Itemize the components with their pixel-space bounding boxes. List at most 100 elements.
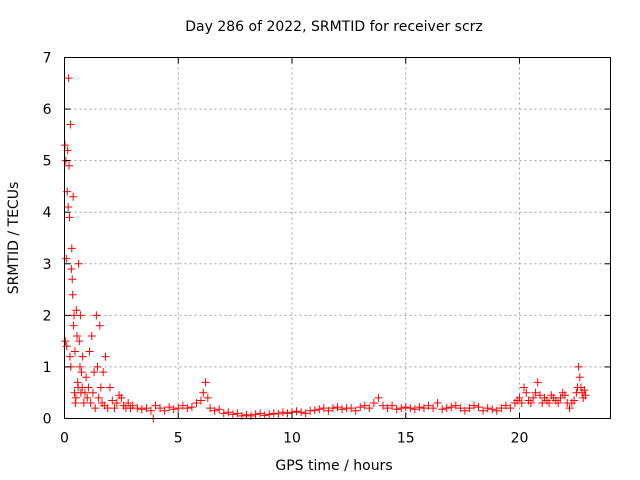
- x-tick-label: 5: [174, 431, 183, 447]
- data-point: [324, 406, 333, 415]
- y-tick-label: 4: [43, 205, 52, 221]
- data-point: [242, 410, 251, 419]
- data-point: [470, 401, 478, 410]
- data-point: [151, 401, 160, 410]
- data-point: [438, 405, 447, 414]
- data-point: [483, 404, 492, 413]
- grid: [64, 57, 611, 419]
- data-point: [110, 404, 119, 413]
- data-point: [165, 403, 174, 412]
- data-point: [76, 311, 85, 320]
- data-point: [401, 403, 410, 412]
- data-point: [92, 311, 101, 320]
- data-point: [70, 347, 79, 356]
- data-point: [61, 337, 70, 346]
- data-point: [85, 347, 94, 356]
- data-point: [406, 404, 415, 413]
- data-point: [465, 404, 474, 413]
- data-point: [169, 405, 178, 414]
- data-point: [533, 378, 542, 387]
- data-point: [112, 399, 121, 408]
- data-point: [292, 407, 301, 416]
- data-point: [219, 409, 228, 418]
- data-point: [74, 259, 83, 268]
- data-point: [124, 399, 133, 408]
- data-point: [392, 405, 401, 414]
- data-point: [62, 254, 71, 263]
- data-point: [383, 404, 392, 413]
- data-point: [306, 406, 315, 415]
- y-tick-label: 1: [43, 360, 52, 376]
- data-point: [69, 192, 78, 201]
- data-point: [210, 406, 219, 415]
- data-point: [117, 393, 126, 402]
- data-point: [283, 409, 292, 418]
- data-point: [156, 404, 165, 413]
- y-tick-label: 5: [43, 154, 52, 170]
- data-point: [574, 362, 583, 371]
- data-point: [65, 352, 74, 361]
- x-tick-label: 10: [283, 431, 301, 447]
- data-point: [75, 362, 84, 371]
- data-point: [206, 404, 215, 413]
- data-point: [531, 388, 540, 397]
- data-point: [79, 399, 88, 408]
- data-point: [91, 404, 100, 413]
- data-point: [83, 393, 92, 402]
- data-point: [451, 401, 460, 410]
- data-point: [88, 388, 97, 397]
- data-point: [517, 399, 526, 408]
- data-point: [369, 399, 378, 408]
- data-point: [133, 404, 142, 413]
- data-point: [265, 410, 274, 419]
- data-point: [72, 306, 81, 315]
- y-tick-label: 6: [43, 102, 52, 118]
- data-point: [71, 393, 80, 402]
- data-point: [203, 393, 212, 402]
- data-point: [333, 403, 342, 412]
- data-point: [178, 401, 187, 410]
- data-point: [554, 399, 563, 408]
- data-point: [95, 321, 104, 330]
- data-point: [84, 383, 93, 392]
- data-point: [228, 410, 237, 419]
- data-point: [315, 405, 324, 414]
- data-point: [301, 409, 310, 418]
- data-point: [99, 368, 108, 377]
- data-point: [64, 74, 73, 83]
- x-tick-label: 20: [511, 431, 529, 447]
- data-point: [575, 373, 584, 382]
- data-point: [183, 404, 192, 413]
- y-tick-label: 7: [43, 51, 52, 67]
- data-point: [251, 410, 260, 419]
- data-point: [556, 393, 565, 402]
- data-point: [415, 403, 424, 412]
- data-point: [199, 388, 208, 397]
- data-point: [66, 120, 75, 129]
- data-point: [128, 401, 137, 410]
- data-point: [424, 401, 433, 410]
- plot-frame: [64, 57, 611, 419]
- data-point: [501, 401, 510, 410]
- data-point: [78, 352, 87, 361]
- data-point: [73, 331, 82, 340]
- data-point: [379, 401, 387, 410]
- data-point: [297, 408, 306, 417]
- data-point: [529, 393, 538, 402]
- data-point: [197, 396, 205, 405]
- data-point: [565, 404, 574, 413]
- data-point: [545, 399, 554, 408]
- data-point: [160, 406, 169, 415]
- data-point: [201, 378, 210, 387]
- data-point: [538, 399, 547, 408]
- data-point: [256, 409, 265, 418]
- y-tick-label: 3: [43, 257, 52, 273]
- data-point: [535, 391, 544, 400]
- data-point: [67, 244, 76, 253]
- data-point: [310, 406, 319, 415]
- data-point: [526, 399, 535, 408]
- data-point: [63, 146, 72, 155]
- data-point: [397, 404, 406, 413]
- data-point: [410, 405, 419, 414]
- data-point: [374, 393, 383, 402]
